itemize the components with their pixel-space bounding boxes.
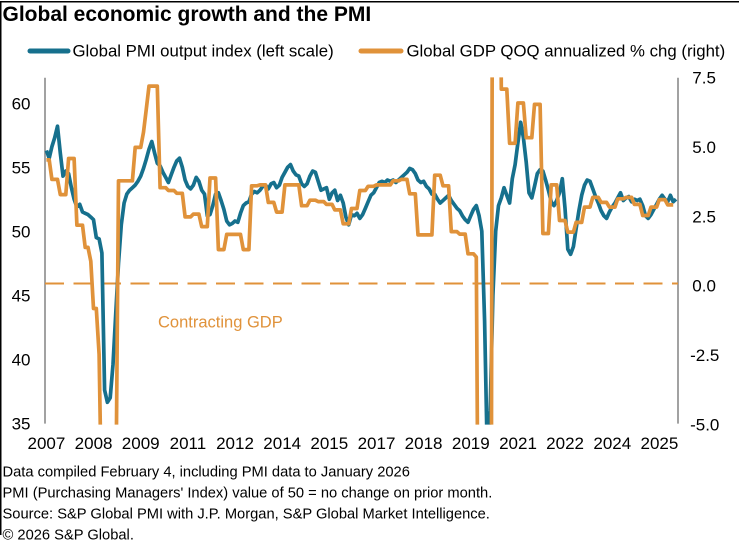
- svg-text:© 2026 S&P Global.: © 2026 S&P Global.: [3, 527, 134, 543]
- svg-text:-2.5: -2.5: [690, 346, 719, 365]
- svg-text:2011: 2011: [170, 434, 207, 453]
- svg-text:2012: 2012: [216, 434, 254, 453]
- svg-text:2017: 2017: [358, 434, 396, 453]
- svg-text:2019: 2019: [452, 434, 490, 453]
- svg-text:5.0: 5.0: [692, 138, 716, 157]
- svg-text:50: 50: [12, 222, 31, 241]
- svg-text:2021: 2021: [499, 434, 537, 453]
- svg-text:45: 45: [12, 287, 31, 306]
- svg-text:7.5: 7.5: [692, 68, 716, 87]
- svg-text:60: 60: [12, 94, 31, 113]
- svg-text:Data compiled February 4, incl: Data compiled February 4, including PMI …: [3, 465, 410, 481]
- svg-text:Global PMI output index (left: Global PMI output index (left scale): [73, 41, 334, 60]
- svg-text:Global economic growth and the: Global economic growth and the PMI: [3, 3, 372, 26]
- svg-text:2022: 2022: [546, 434, 584, 453]
- svg-text:2015: 2015: [310, 434, 348, 453]
- svg-text:40: 40: [12, 351, 31, 370]
- svg-text:-5.0: -5.0: [690, 416, 719, 435]
- svg-text:2007: 2007: [27, 434, 65, 453]
- svg-text:2025: 2025: [640, 434, 678, 453]
- svg-text:2024: 2024: [593, 434, 631, 453]
- svg-text:2014: 2014: [263, 434, 301, 453]
- svg-text:2009: 2009: [122, 434, 160, 453]
- svg-text:2.5: 2.5: [692, 207, 716, 226]
- svg-text:35: 35: [12, 415, 31, 434]
- svg-text:Global GDP QOQ annualized % ch: Global GDP QOQ annualized % chg (right): [407, 41, 726, 60]
- svg-text:2018: 2018: [405, 434, 443, 453]
- svg-text:PMI (Purchasing Managers' Inde: PMI (Purchasing Managers' Index) value o…: [3, 486, 493, 502]
- svg-text:55: 55: [12, 158, 31, 177]
- svg-text:2008: 2008: [75, 434, 113, 453]
- svg-text:Contracting GDP: Contracting GDP: [158, 314, 283, 332]
- svg-text:0.0: 0.0: [692, 277, 716, 296]
- svg-text:Source: S&P Global PMI with J.: Source: S&P Global PMI with J.P. Morgan,…: [3, 506, 490, 522]
